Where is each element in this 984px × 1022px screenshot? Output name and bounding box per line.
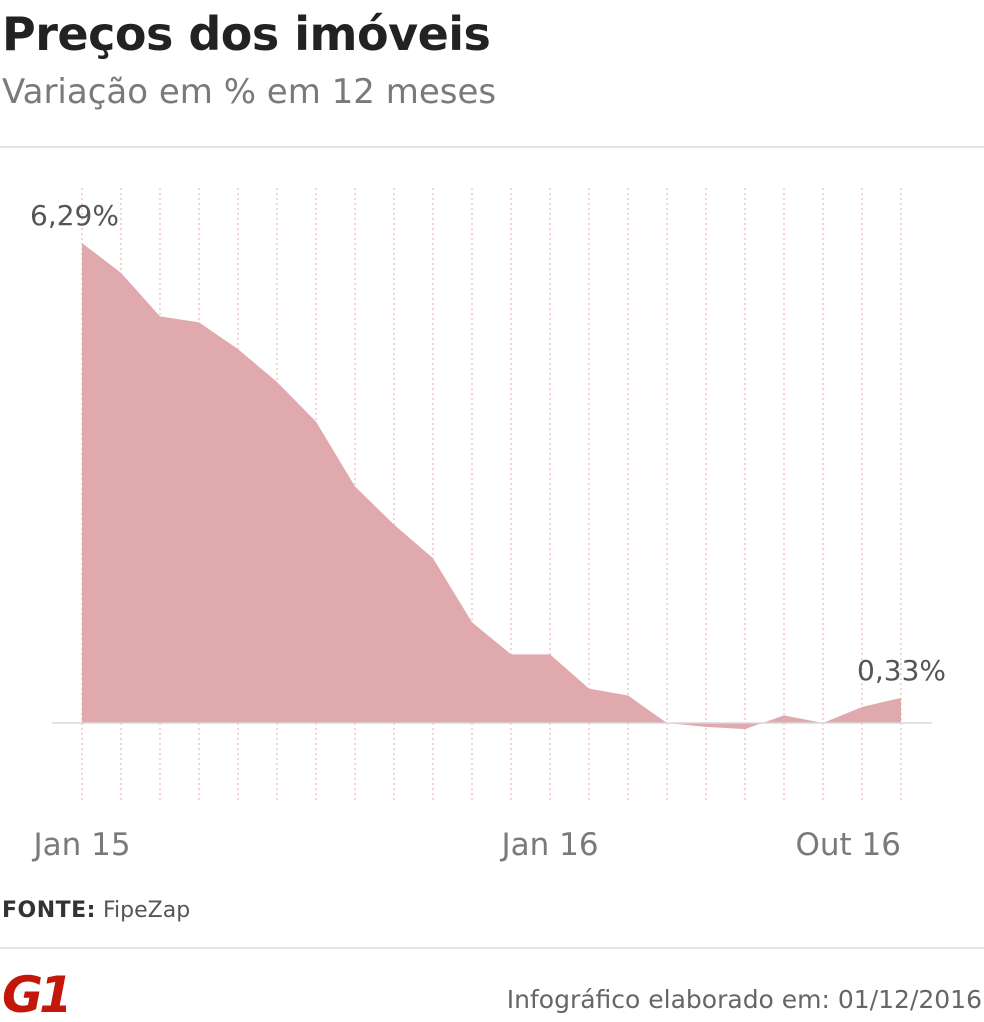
source-label: FONTE: — [2, 898, 96, 923]
area-layer — [52, 243, 932, 730]
source-note: FONTE: FipeZap — [2, 898, 190, 923]
x-tick-label: Jan 15 — [31, 827, 130, 863]
x-axis-ticks: Jan 15 Jan 16 Out 16 — [31, 827, 901, 863]
data-annotations: 6,29% 0,33% — [30, 199, 946, 687]
area-chart: Jan 15 Jan 16 Out 16 6,29% 0,33% — [30, 188, 946, 863]
source-value: FipeZap — [102, 898, 191, 923]
g1-logo: G1 — [2, 968, 66, 1016]
chart-title: Preços dos imóveis — [2, 7, 491, 61]
bottom-divider — [0, 947, 984, 949]
data-label: 0,33% — [857, 654, 946, 687]
top-divider — [0, 146, 984, 148]
logo-text: G1 — [2, 968, 66, 1016]
data-label: 6,29% — [30, 199, 119, 232]
area-series — [82, 243, 901, 730]
x-tick-label: Jan 16 — [499, 827, 598, 863]
credit-note: Infográfico elaborado em: 01/12/2016 — [506, 985, 982, 1014]
x-tick-label: Out 16 — [795, 827, 901, 863]
chart-subtitle: Variação em % em 12 meses — [2, 72, 497, 112]
